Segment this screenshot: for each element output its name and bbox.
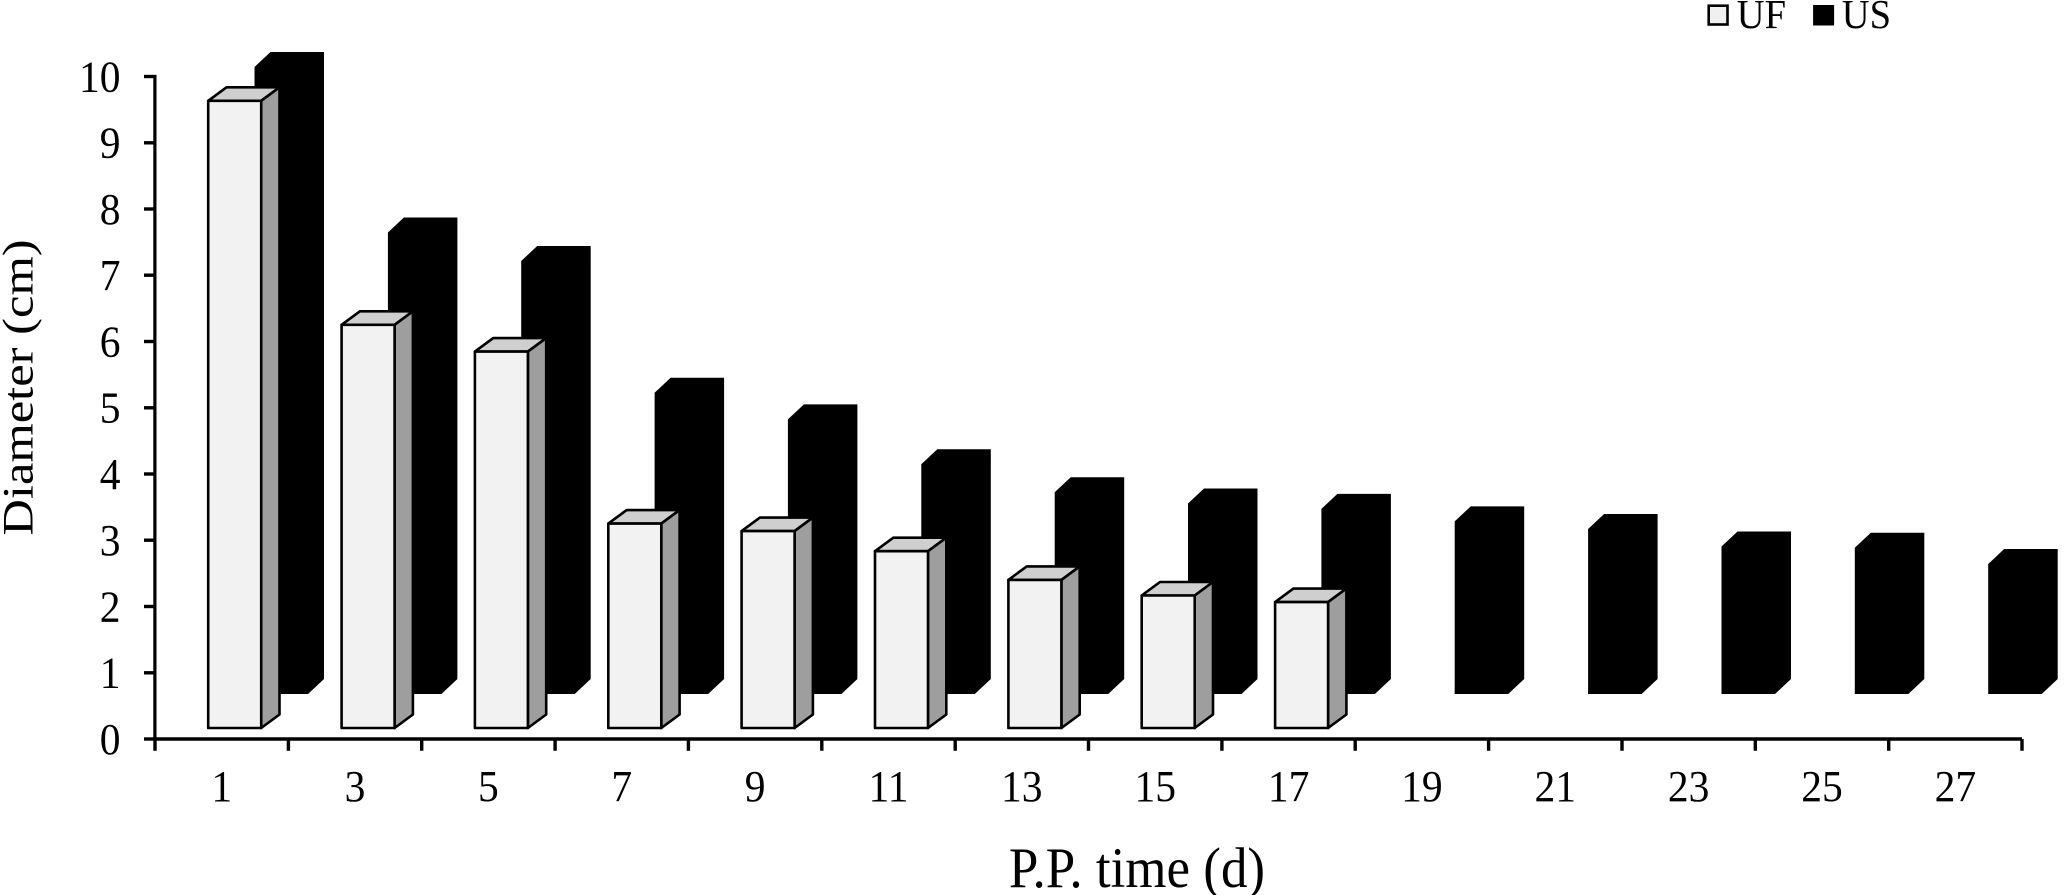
svg-text:23: 23 [1668, 763, 1709, 812]
svg-text:13: 13 [1001, 763, 1042, 812]
svg-text:1: 1 [100, 649, 121, 698]
svg-text:27: 27 [1935, 763, 1976, 812]
svg-text:4: 4 [100, 450, 121, 499]
svg-text:1: 1 [211, 763, 232, 812]
svg-text:Diameter (cm): Diameter (cm) [0, 239, 43, 535]
svg-text:6: 6 [100, 318, 121, 367]
svg-text:21: 21 [1535, 763, 1576, 812]
svg-text:11: 11 [869, 763, 909, 812]
svg-text:UF: UF [1737, 0, 1786, 37]
svg-text:3: 3 [100, 517, 121, 566]
svg-text:2: 2 [100, 583, 121, 632]
svg-text:0: 0 [100, 715, 121, 764]
svg-text:9: 9 [745, 763, 766, 812]
svg-text:8: 8 [100, 185, 121, 234]
svg-text:7: 7 [611, 763, 632, 812]
svg-text:3: 3 [345, 763, 366, 812]
svg-text:7: 7 [100, 252, 121, 301]
svg-text:5: 5 [100, 384, 121, 433]
svg-text:10: 10 [79, 53, 120, 102]
svg-text:25: 25 [1801, 763, 1842, 812]
svg-text:19: 19 [1401, 763, 1442, 812]
svg-text:US: US [1842, 0, 1891, 37]
svg-text:9: 9 [100, 119, 121, 168]
svg-text:P.P. time (d): P.P. time (d) [1009, 836, 1265, 895]
svg-text:15: 15 [1134, 763, 1175, 812]
svg-text:5: 5 [478, 763, 499, 812]
svg-text:17: 17 [1268, 763, 1309, 812]
